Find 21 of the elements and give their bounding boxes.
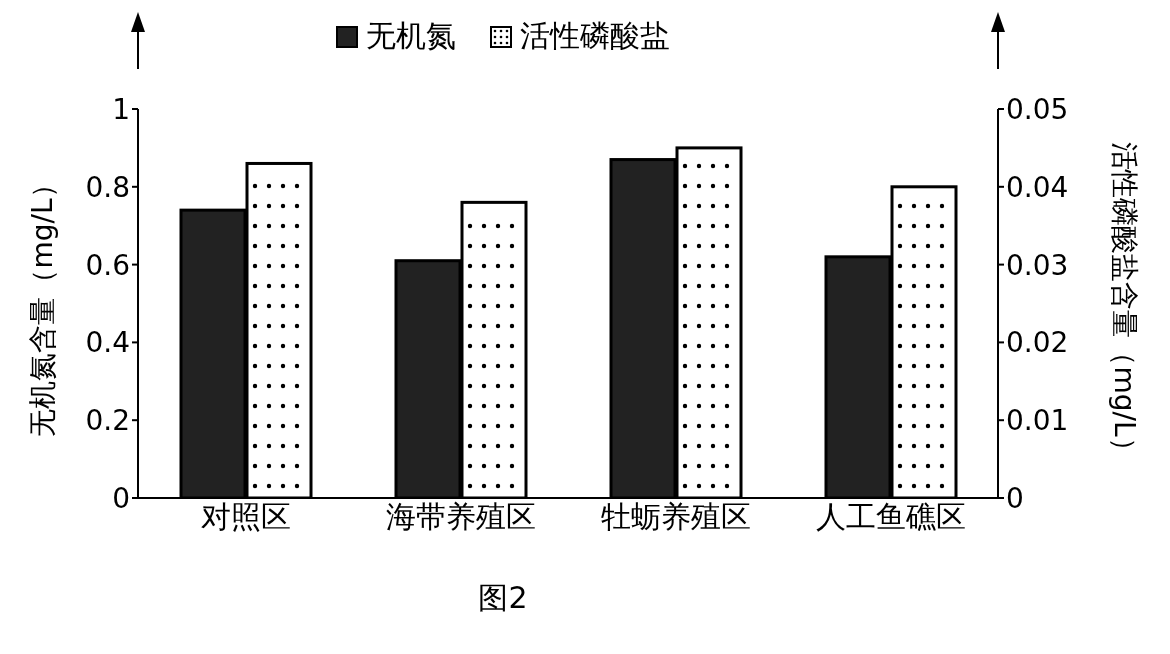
- y-tick-label: 0.4: [85, 326, 130, 360]
- legend-label: 无机氮: [365, 17, 456, 55]
- y-tick-label: 0.8: [85, 170, 130, 204]
- y2-tick-label: 0.02: [1006, 326, 1069, 360]
- y2-tick-label: 0: [1006, 481, 1024, 515]
- legend-label: 活性磷酸盐: [519, 17, 670, 55]
- y-tick-label: 0: [112, 481, 130, 515]
- y-tick-label: 0.2: [85, 404, 130, 438]
- y2-tick-label: 0.04: [1006, 170, 1069, 204]
- y2-tick-label: 0.03: [1006, 248, 1069, 282]
- y-axis-title: 无机氮含量（mg/L）: [25, 170, 59, 437]
- y2-tick-label: 0.01: [1006, 404, 1069, 438]
- x-tick-label: 牡蛎养殖区: [600, 499, 751, 535]
- y-tick-label: 0.6: [85, 248, 130, 282]
- x-tick-label: 海带养殖区: [385, 499, 536, 535]
- y2-axis-title: 活性磷酸盐含量（mg/L）: [1107, 142, 1141, 465]
- y-tick-label: 1: [112, 92, 130, 126]
- caption: 图2: [477, 579, 529, 617]
- x-tick-label: 对照区: [200, 499, 291, 535]
- x-tick-label: 人工鱼礁区: [815, 499, 966, 535]
- y2-tick-label: 0.05: [1006, 92, 1069, 126]
